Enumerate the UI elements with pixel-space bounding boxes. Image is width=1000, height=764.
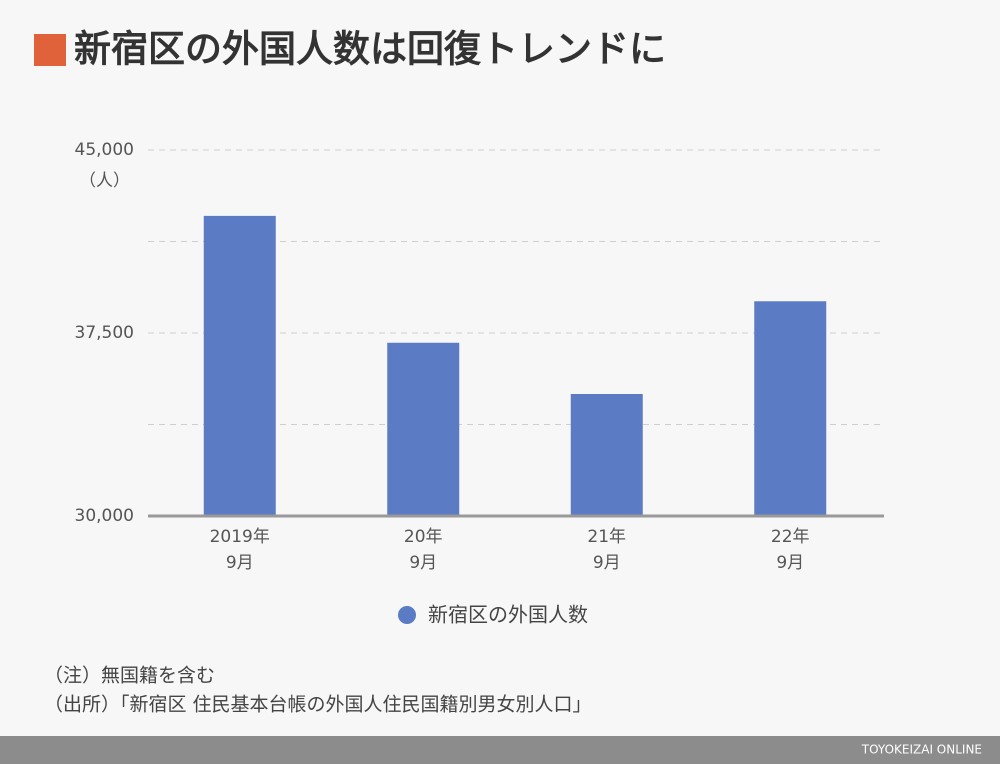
footer-bar bbox=[0, 736, 1000, 764]
legend-marker bbox=[398, 606, 416, 624]
x-tick-label: 9月 bbox=[226, 553, 254, 573]
title-marker bbox=[34, 34, 66, 66]
note: （出所）「新宿区 住民基本台帳の外国人住民国籍別男女別人口」 bbox=[44, 694, 592, 716]
legend-label: 新宿区の外国人数 bbox=[428, 603, 588, 627]
bar bbox=[570, 394, 643, 516]
x-tick-label: 22年 bbox=[771, 527, 810, 547]
x-tick-label: 2019年 bbox=[210, 527, 270, 547]
y-tick-label: 45,000 bbox=[75, 140, 134, 160]
x-tick-label: 9月 bbox=[593, 553, 621, 573]
unit-label: （人） bbox=[79, 171, 130, 191]
bar bbox=[387, 342, 460, 516]
footer: TOYOKEIZAI ONLINE bbox=[861, 743, 982, 757]
x-tick-label: 9月 bbox=[409, 553, 437, 573]
bar bbox=[203, 215, 276, 516]
y-tick-label: 37,500 bbox=[75, 323, 134, 343]
chart-title: 新宿区の外国人数は回復トレンドに bbox=[74, 28, 666, 71]
x-tick-label: 9月 bbox=[776, 553, 804, 573]
x-tick-label: 20年 bbox=[404, 527, 443, 547]
x-tick-label: 21年 bbox=[587, 527, 626, 547]
note: （注）無国籍を含む bbox=[44, 665, 215, 687]
y-tick-label: 30,000 bbox=[75, 506, 134, 526]
bar bbox=[754, 301, 827, 516]
